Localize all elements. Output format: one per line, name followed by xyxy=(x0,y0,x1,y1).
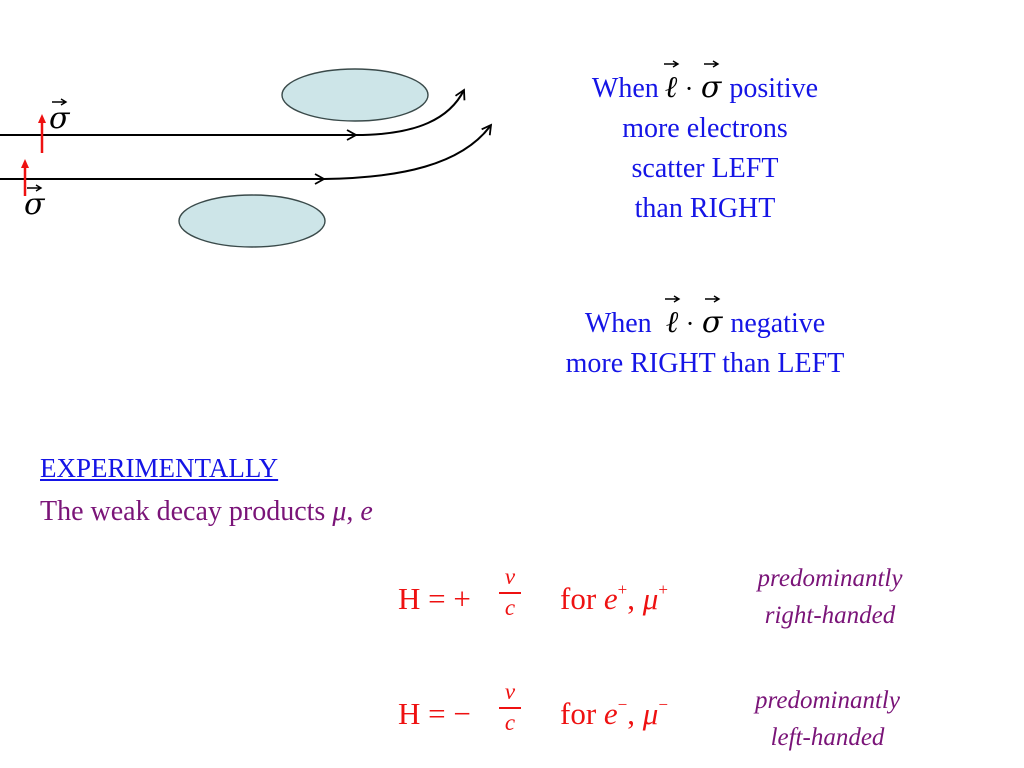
ell-vector: ℓ xyxy=(664,60,680,108)
rule-positive: When ℓ · σ positive more electrons scatter L… xyxy=(540,60,870,229)
helicity-negative-lhs: H = − xyxy=(398,696,471,731)
vector-arrow-icon xyxy=(705,295,721,303)
ell-symbol: ℓ xyxy=(664,70,678,105)
velocity-fraction: v c xyxy=(499,565,521,620)
sigma-vector: σ xyxy=(701,295,723,343)
positron-charge: + xyxy=(617,580,628,599)
muon-symbol: μ xyxy=(642,696,659,731)
handedness-negative-line-2: left-handed xyxy=(770,724,885,751)
dot-operator: · xyxy=(686,310,694,338)
rule-negative-when: When xyxy=(584,308,652,339)
helicity-positive: H = + v c for e+, μ+ xyxy=(398,565,728,635)
handedness-negative-line-1: predominantly xyxy=(755,687,900,714)
rule-positive-sign: positive xyxy=(729,73,819,104)
sigma-vector: σ xyxy=(700,60,722,108)
ell-vector: ℓ xyxy=(664,295,681,343)
handedness-positive-line-2: right-handed xyxy=(764,602,896,629)
spin-label-top-text: σ xyxy=(49,101,70,136)
nucleus-top xyxy=(281,68,429,122)
scatter-path-top xyxy=(355,88,466,136)
antimuon-charge: + xyxy=(658,580,668,599)
velocity-fraction: v c xyxy=(499,680,521,735)
rule-negative: When ℓ · σ negative more RIGHT than LEFT xyxy=(520,295,890,384)
weak-decay-text: The weak decay products μ, e xyxy=(40,496,373,528)
fraction-bar xyxy=(499,707,521,709)
vector-arrow-icon xyxy=(664,60,680,68)
rule-negative-sign: negative xyxy=(730,308,826,339)
rule-negative-line-1: When ℓ · σ negative xyxy=(520,295,890,344)
rule-positive-line-3: scatter LEFT xyxy=(631,153,779,184)
helicity-positive-lhs: H = + xyxy=(398,581,471,616)
vector-arrow-icon xyxy=(704,60,720,68)
helicity-negative-particles: for e−, μ− xyxy=(560,696,668,732)
particle-separator: , xyxy=(627,581,636,616)
vector-arrow-icon xyxy=(664,295,681,303)
muon-charge: − xyxy=(658,695,668,714)
fraction-denominator: c xyxy=(504,710,516,735)
electron-symbol: e xyxy=(603,696,618,731)
fraction-numerator: v xyxy=(504,564,516,589)
particle-separator: , xyxy=(627,696,636,731)
vector-arrow-icon xyxy=(52,98,68,106)
scattering-diagram xyxy=(0,68,493,248)
decay-separator: , xyxy=(346,496,354,527)
for-label: for xyxy=(560,581,597,616)
electron-symbol: e xyxy=(360,496,373,527)
positron-symbol: e xyxy=(603,581,618,616)
rule-positive-when: When xyxy=(591,73,659,104)
ell-symbol: ℓ xyxy=(665,305,679,340)
rule-positive-line-1: When ℓ · σ positive xyxy=(540,60,870,109)
spin-label-top: σ xyxy=(49,98,70,136)
fraction-bar xyxy=(499,592,521,594)
handedness-positive-line-1: predominantly xyxy=(757,565,903,592)
spin-label-bottom: σ xyxy=(24,184,45,222)
helicity-negative: H = − v c for e−, μ− xyxy=(398,680,728,750)
handedness-negative: predominantly left-handed xyxy=(730,682,925,756)
sigma-symbol: σ xyxy=(701,305,723,340)
experimental-heading: EXPERIMENTALLY xyxy=(40,453,279,483)
nucleus-bottom xyxy=(178,194,326,248)
handedness-positive: predominantly right-handed xyxy=(735,560,925,634)
ell-dot-sigma-expr: ℓ · σ xyxy=(664,295,723,344)
for-label: for xyxy=(560,696,597,731)
scatter-path-bottom xyxy=(323,123,493,180)
rule-positive-line-2: more electrons xyxy=(622,113,788,144)
sigma-symbol: σ xyxy=(700,70,722,105)
antimuon-symbol: μ xyxy=(642,581,659,616)
dot-operator: · xyxy=(685,75,693,103)
muon-symbol: μ xyxy=(332,496,347,527)
weak-decay-label: The weak decay products xyxy=(40,496,326,527)
vector-arrow-icon xyxy=(27,184,43,192)
ell-dot-sigma-expr: ℓ · σ xyxy=(664,60,722,109)
rule-positive-line-4: than RIGHT xyxy=(634,193,776,224)
helicity-positive-particles: for e+, μ+ xyxy=(560,581,668,617)
spin-label-bottom-text: σ xyxy=(24,187,45,222)
rule-negative-line-2: more RIGHT than LEFT xyxy=(565,348,845,379)
fraction-denominator: c xyxy=(504,595,516,620)
electron-charge: − xyxy=(617,695,628,714)
fraction-numerator: v xyxy=(504,679,516,704)
